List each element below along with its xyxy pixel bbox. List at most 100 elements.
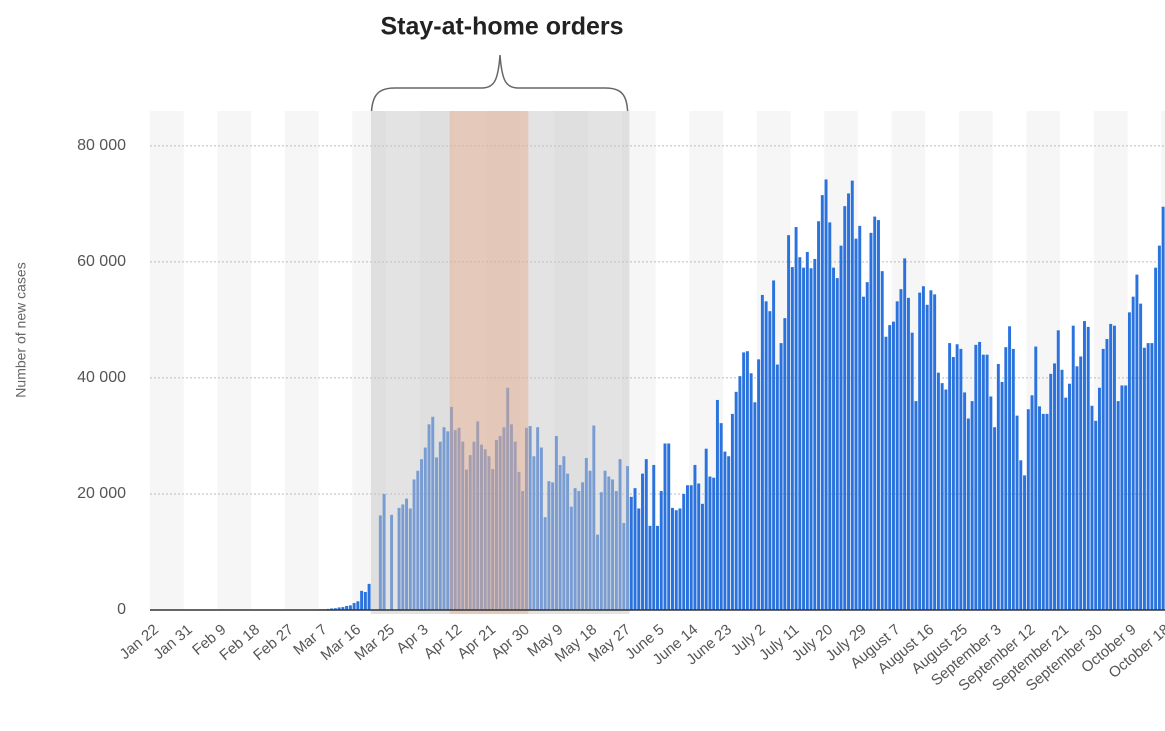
- bar: [813, 258, 817, 610]
- bar: [869, 232, 873, 611]
- bar: [1026, 409, 1030, 610]
- bar: [712, 477, 716, 610]
- y-tick-label: 20 000: [77, 485, 126, 502]
- bar: [745, 351, 749, 610]
- bar: [985, 354, 989, 610]
- bar: [828, 222, 832, 610]
- highlight-period: [449, 111, 529, 614]
- bar: [757, 359, 761, 610]
- bar: [742, 352, 746, 610]
- bar: [839, 245, 843, 610]
- bar: [1000, 381, 1004, 610]
- bar: [1015, 415, 1019, 610]
- bar: [910, 332, 914, 610]
- bar: [723, 451, 727, 610]
- bar: [1150, 343, 1154, 610]
- bar: [1071, 325, 1075, 610]
- bar: [1124, 385, 1128, 610]
- bar: [817, 221, 821, 610]
- bar: [1030, 395, 1034, 610]
- bar: [734, 391, 738, 610]
- bar: [873, 216, 877, 610]
- bar: [981, 354, 985, 610]
- bar: [1090, 405, 1094, 610]
- bar: [1060, 369, 1064, 610]
- bar: [794, 227, 798, 610]
- bar: [959, 348, 963, 610]
- y-tick-label: 40 000: [77, 369, 126, 386]
- bar: [656, 525, 659, 610]
- bar: [1101, 348, 1105, 610]
- bar: [352, 603, 356, 610]
- bar: [798, 257, 802, 610]
- bar: [768, 311, 772, 610]
- bar: [974, 344, 978, 610]
- bar: [835, 278, 839, 610]
- bar: [1116, 401, 1120, 610]
- bar: [663, 443, 667, 610]
- bar: [644, 459, 648, 610]
- bar: [730, 413, 734, 610]
- bar: [1109, 323, 1113, 610]
- bar: [348, 605, 352, 610]
- bar: [824, 179, 828, 610]
- bar: [783, 318, 787, 610]
- bar: [936, 372, 940, 610]
- bar: [925, 304, 929, 610]
- bar: [704, 448, 708, 610]
- bar: [641, 473, 644, 610]
- bar: [850, 180, 854, 610]
- bar: [330, 608, 334, 610]
- bar: [888, 325, 892, 610]
- bar: [993, 427, 997, 610]
- bar: [891, 321, 895, 610]
- background-stripe: [150, 111, 184, 610]
- bar: [727, 456, 731, 610]
- bar: [809, 268, 813, 610]
- bar: [1139, 303, 1143, 610]
- bar: [951, 357, 955, 610]
- bar: [1053, 363, 1056, 610]
- bar: [989, 396, 993, 610]
- bar: [637, 508, 641, 610]
- bar: [685, 485, 689, 610]
- bar: [1041, 413, 1045, 610]
- bar: [1120, 385, 1124, 610]
- bar: [1045, 413, 1049, 610]
- bar: [884, 336, 888, 610]
- bar: [906, 297, 910, 610]
- bar: [820, 195, 824, 610]
- y-axis-label: Number of new cases: [13, 262, 29, 397]
- bar: [847, 193, 850, 611]
- bar: [903, 258, 907, 610]
- bar: [1023, 475, 1027, 610]
- bar: [805, 251, 809, 610]
- bar: [356, 601, 360, 610]
- bar: [933, 294, 937, 610]
- bar: [918, 292, 922, 610]
- x-tick-label: Apr 30: [488, 621, 533, 662]
- bar: [1075, 366, 1079, 610]
- bar: [652, 464, 656, 610]
- bar: [341, 607, 345, 610]
- bar: [1049, 373, 1053, 610]
- bar: [1004, 347, 1008, 610]
- background-stripe: [284, 111, 319, 610]
- bar: [700, 503, 704, 610]
- bar: [367, 583, 371, 610]
- bar: [333, 608, 337, 610]
- bar: [667, 443, 671, 610]
- bar: [899, 289, 903, 610]
- bar: [708, 476, 712, 610]
- bar: [1161, 206, 1165, 610]
- bar: [862, 296, 865, 610]
- annotation: Stay-at-home orders: [380, 13, 623, 41]
- bar: [1011, 348, 1015, 610]
- bar: [929, 290, 933, 610]
- annotation-brace: [370, 54, 629, 128]
- shaded-period: [370, 111, 630, 614]
- x-tick-label: Apr 21: [454, 621, 499, 662]
- bar: [914, 401, 918, 610]
- bar: [674, 510, 678, 610]
